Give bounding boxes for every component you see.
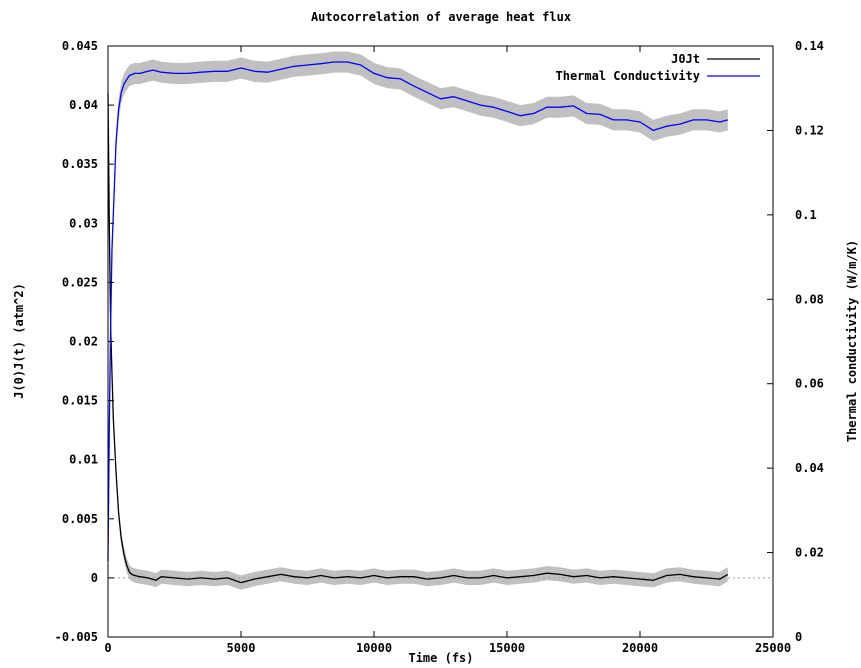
error-bands bbox=[108, 51, 728, 590]
y2-tick-label: 0.12 bbox=[795, 123, 824, 137]
y-tick-label: -0.005 bbox=[55, 630, 98, 644]
y-tick-label: 0.015 bbox=[62, 394, 98, 408]
y2-tick-label: 0.1 bbox=[795, 208, 817, 222]
y-tick-label: 0.03 bbox=[69, 216, 98, 230]
series-lines bbox=[107, 61, 729, 584]
chart-title: Autocorrelation of average heat flux bbox=[311, 10, 571, 24]
legend-label-j0jt: J0Jt bbox=[671, 52, 700, 66]
error-band-j0jt bbox=[108, 86, 728, 590]
y-tick-label: 0.01 bbox=[69, 453, 98, 467]
y-tick-label: 0.045 bbox=[62, 39, 98, 53]
x-tick-label: 15000 bbox=[489, 641, 525, 655]
y-axis-ticks: -0.005 0 0.005 0.01 0.015 0.02 0.025 0.03 0.035 0… bbox=[55, 39, 114, 644]
y-tick-label: 0 bbox=[91, 571, 98, 585]
y2-tick-label: 0.06 bbox=[795, 377, 824, 391]
legend-label-thermal-conductivity: Thermal Conductivity bbox=[556, 69, 701, 83]
legend: J0Jt Thermal Conductivity bbox=[556, 52, 760, 83]
y-tick-label: 0.035 bbox=[62, 157, 98, 171]
y-tick-label: 0.005 bbox=[62, 512, 98, 526]
series-line-j0jt bbox=[107, 93, 729, 584]
y-tick-label: 0.04 bbox=[69, 98, 98, 112]
y2-tick-label: 0.14 bbox=[795, 39, 824, 53]
series-line-thermal-conductivity bbox=[107, 61, 728, 562]
y2-tick-label: 0.04 bbox=[795, 461, 824, 475]
x-axis-ticks: 0 5000 10000 15000 20000 25000 bbox=[104, 46, 791, 655]
y-tick-label: 0.025 bbox=[62, 275, 98, 289]
x-tick-label: 5000 bbox=[227, 641, 256, 655]
x-tick-label: 10000 bbox=[356, 641, 392, 655]
x-tick-label: 20000 bbox=[622, 641, 658, 655]
y2-tick-label: 0.02 bbox=[795, 546, 824, 560]
x-tick-label: 0 bbox=[104, 641, 111, 655]
error-band-thermal-conductivity bbox=[108, 51, 728, 572]
y-tick-label: 0.02 bbox=[69, 335, 98, 349]
x-tick-label: 25000 bbox=[755, 641, 791, 655]
y2-tick-label: 0 bbox=[795, 630, 802, 644]
y2-axis-label: Thermal conductivity (W/m/K) bbox=[845, 240, 859, 442]
y2-axis-ticks: 0 0.02 0.04 0.06 0.08 0.1 0.12 0.14 bbox=[767, 39, 824, 644]
x-axis-label: Time (fs) bbox=[408, 651, 473, 665]
y2-tick-label: 0.08 bbox=[795, 292, 824, 306]
y-axis-label: J(0)J(t) (atm^2) bbox=[12, 283, 26, 399]
